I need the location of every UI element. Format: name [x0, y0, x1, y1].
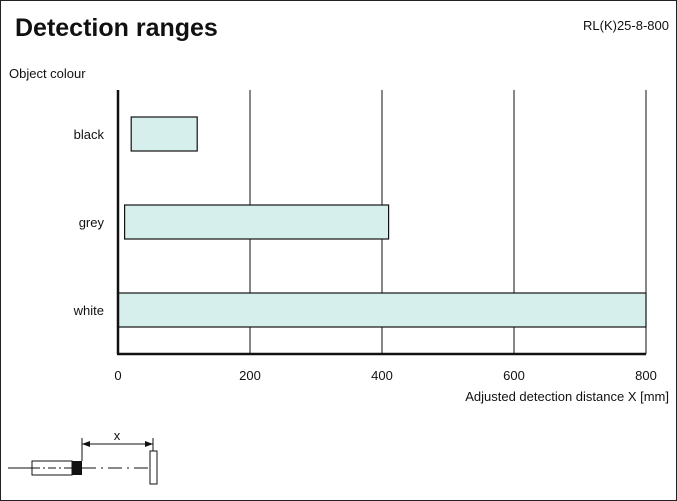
target-object — [149, 450, 158, 485]
range-bar-grey — [123, 204, 390, 240]
x-axis-label: Adjusted detection distance X [mm] — [465, 389, 669, 404]
x-tick-label: 600 — [503, 368, 525, 383]
category-label-black: black — [74, 127, 105, 142]
category-label-grey: grey — [79, 215, 105, 230]
dimension-arrow-left — [82, 441, 90, 447]
x-tick-label: 800 — [635, 368, 657, 383]
y-axis-label: Object colour — [9, 66, 86, 81]
x-tick-label: 200 — [239, 368, 261, 383]
range-bar-white — [117, 292, 647, 328]
range-bar-black — [130, 116, 198, 152]
category-label-white: white — [73, 303, 104, 318]
model-label: RL(K)25-8-800 — [583, 18, 669, 33]
dimension-arrow-right — [145, 441, 153, 447]
distance-label: x — [114, 428, 121, 443]
chart-title: Detection ranges — [15, 14, 218, 42]
x-tick-label: 0 — [114, 368, 121, 383]
x-tick-label: 400 — [371, 368, 393, 383]
sensor-head — [72, 461, 82, 475]
